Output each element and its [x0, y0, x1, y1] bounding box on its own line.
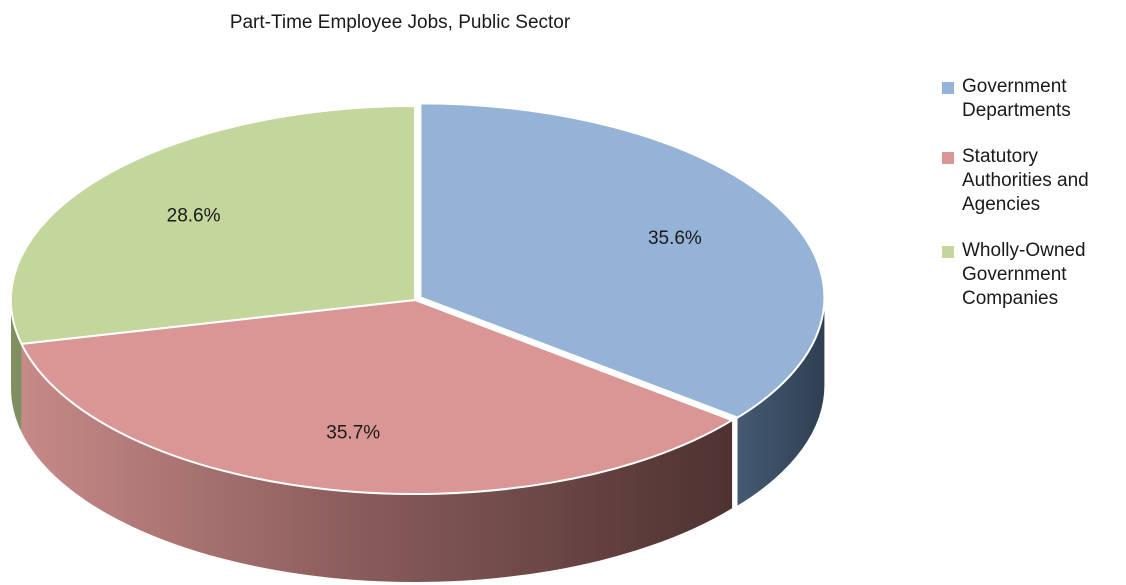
- slice-label-statutory-authorities: 35.7%: [326, 423, 380, 444]
- slice-labels: 35.6% 35.7% 28.6%: [167, 206, 702, 444]
- pie-slices: [10, 102, 826, 495]
- slice-wholly-owned-companies: [10, 105, 416, 345]
- legend-label: Statutory Authorities and Agencies: [962, 146, 1089, 215]
- side-wall-wholly-owned-companies: [11, 300, 22, 432]
- legend-item-government-departments: Government Departments: [942, 75, 1122, 123]
- legend-label: Wholly-Owned Government Companies: [962, 240, 1086, 309]
- slice-government-departments: [419, 102, 826, 419]
- side-wall-statutory-authorities: [21, 343, 733, 582]
- chart-title: Part-Time Employee Jobs, Public Sector: [229, 12, 571, 33]
- slice-label-wholly-owned-companies: 28.6%: [167, 206, 221, 227]
- slice-statutory-authorities: [20, 299, 734, 495]
- legend-swatch-wholly-owned-companies: [942, 246, 954, 258]
- legend-label: Government Departments: [962, 76, 1071, 121]
- side-wall-government-departments: [737, 297, 825, 506]
- legend-swatch-statutory-authorities: [942, 152, 954, 164]
- slice-label-government-departments: 35.6%: [648, 228, 702, 249]
- pie-side-walls: [11, 297, 825, 582]
- legend-item-wholly-owned-companies: Wholly-Owned Government Companies: [942, 239, 1122, 311]
- legend-swatch-government-departments: [942, 82, 954, 94]
- legend: Government Departments Statutory Authori…: [942, 75, 1122, 333]
- legend-item-statutory-authorities: Statutory Authorities and Agencies: [942, 145, 1122, 217]
